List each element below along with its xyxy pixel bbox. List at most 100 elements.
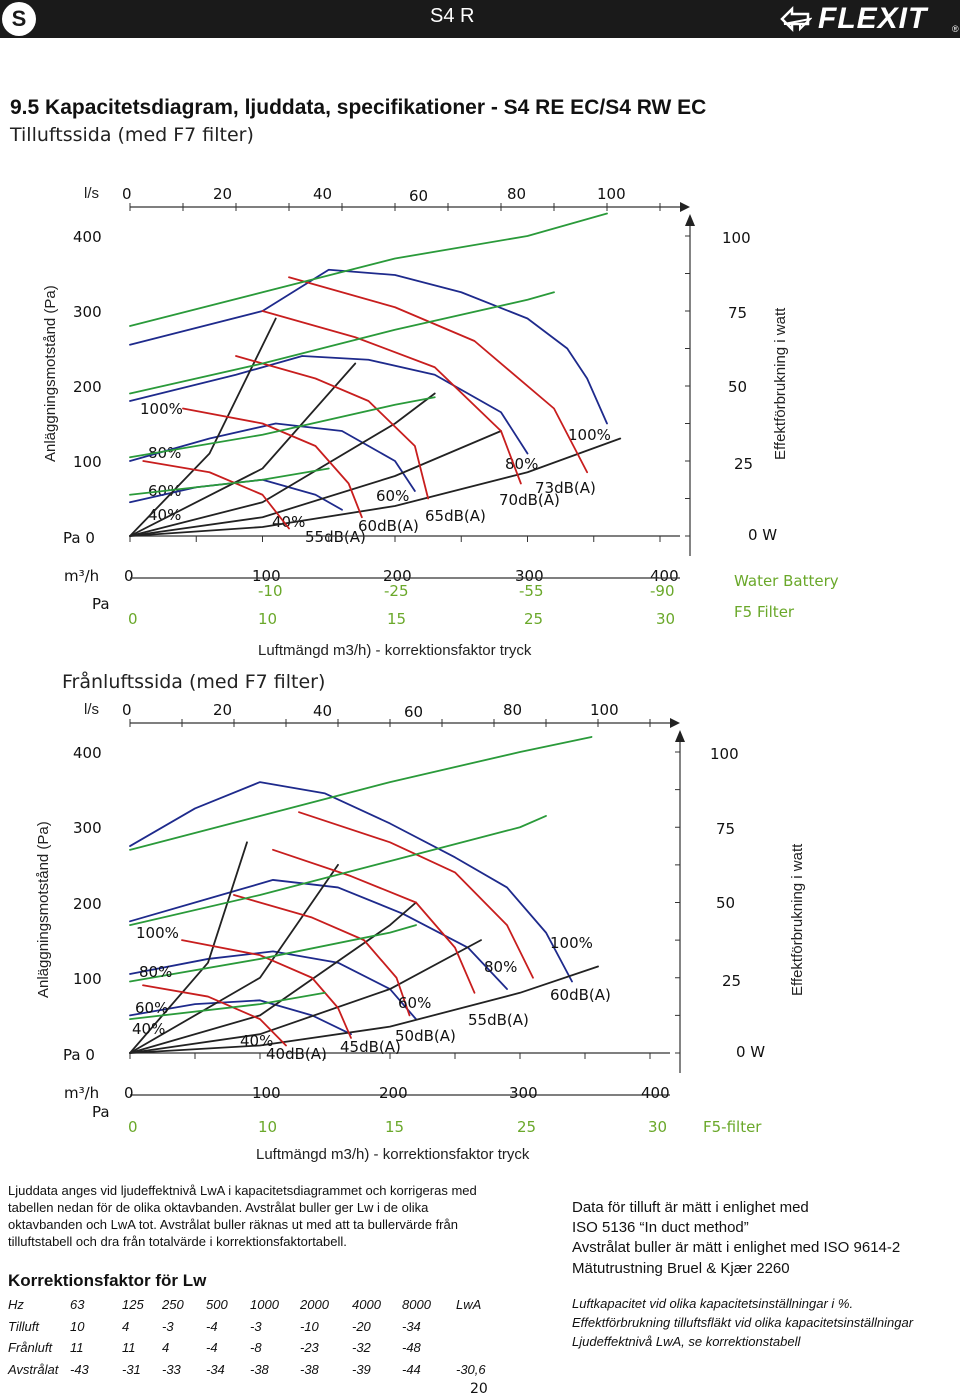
supply-pa-label: Pa [92, 595, 110, 613]
correction-cell: Hz [8, 1297, 24, 1313]
extract-pa-tick: 400 [73, 744, 102, 762]
series-line [129, 815, 547, 926]
supply-w-tick: 75 [728, 304, 748, 322]
correction-cell: 1000 [250, 1297, 279, 1313]
supply-legend-water: Water Battery [734, 572, 839, 590]
correction-cell: -4 [206, 1340, 218, 1356]
supply-f5-tick: 30 [656, 610, 676, 628]
header-bar: S S4 R FLEXIT ® [0, 0, 960, 38]
correction-cell: 4000 [352, 1297, 381, 1313]
correction-cell: -31 [122, 1361, 141, 1377]
measurement-line: ISO 5136 “In duct method” [572, 1219, 749, 1236]
correction-cell: -10 [300, 1318, 319, 1334]
supply-w-axis-label: Effektförbrukning i watt [772, 307, 789, 460]
series-line [129, 736, 593, 851]
extract-fan-label: 60% [398, 994, 432, 1012]
supply-pa-tick: Pa 0 [63, 529, 95, 547]
series-line [182, 407, 363, 519]
supply-ls-label: l/s [84, 185, 99, 202]
correction-cell [456, 1337, 514, 1359]
sound-data-text: Ljuddata anges vid ljudeffektnivå LwA i … [8, 1183, 477, 1249]
extract-ls-tick: 0 [122, 701, 132, 719]
correction-cell: -8 [250, 1340, 262, 1356]
extract-w-axis-label: Effektförbrukning i watt [789, 843, 806, 996]
extract-db-label: 45dB(A) [340, 1038, 401, 1056]
supply-db-label: 55dB(A) [305, 528, 366, 546]
correction-cell: LwA [456, 1297, 482, 1313]
supply-ls-tick: 80 [507, 185, 527, 203]
supply-fan-label: 60% [148, 482, 182, 500]
supply-db-label: 70dB(A) [499, 491, 560, 509]
correction-row: Hz 63 125 250 500 1000 2000 4000 8000 LwA [8, 1294, 514, 1316]
supply-w-tick: 25 [734, 455, 754, 473]
page-title: 9.5 Kapacitetsdiagram, ljuddata, specifi… [10, 96, 707, 119]
page-number: 20 [470, 1381, 488, 1397]
correction-cell: -23 [300, 1340, 319, 1356]
supply-w-tick: 50 [728, 378, 748, 396]
correction-cell: 8000 [402, 1297, 431, 1313]
supply-w-tick: 100 [722, 229, 751, 247]
correction-cell: Avstrålat [8, 1361, 59, 1377]
extract-ls-tick: 20 [213, 701, 233, 719]
extract-ls-tick: 80 [503, 701, 523, 719]
extract-w-tick: 25 [722, 972, 742, 990]
series-line [129, 212, 608, 327]
extract-f5-tick: 15 [385, 1118, 405, 1136]
supply-ls-tick: 100 [597, 185, 626, 203]
correction-cell: 11 [122, 1340, 136, 1356]
supply-fan-label: 40% [272, 513, 306, 531]
note-line: Ljudeffektnivå LwA, se korrektionstabell [572, 1334, 801, 1349]
brand-logo: FLEXIT ® [780, 2, 960, 36]
correction-cell: -32 [352, 1340, 371, 1356]
supply-water-corr: -55 [519, 582, 544, 600]
extract-ls-tick: 40 [313, 702, 333, 720]
supply-db-label: 60dB(A) [358, 517, 419, 535]
extract-ls-label: l/s [84, 701, 99, 718]
extract-db-label: 40dB(A) [266, 1045, 327, 1063]
correction-cell: -38 [250, 1361, 269, 1377]
correction-table: Hz 63 125 250 500 1000 2000 4000 8000 LwA Tilluft 1… [8, 1294, 514, 1380]
series-line [129, 781, 573, 983]
extract-subtitle: Frånluftssida (med F7 filter) [62, 671, 326, 693]
extract-m3h-tick: 400 [641, 1084, 670, 1102]
correction-cell: 4 [162, 1340, 170, 1356]
correction-cell: 250 [162, 1297, 184, 1313]
series-line [288, 276, 589, 474]
supply-pa-tick: 100 [73, 453, 102, 471]
extract-m3h-tick: 200 [379, 1084, 408, 1102]
correction-cell: -43 [70, 1361, 89, 1377]
correction-cell: -3 [250, 1318, 262, 1334]
extract-fan-label: 60% [135, 999, 169, 1017]
supply-pa-tick: 200 [73, 378, 102, 396]
correction-cell: Tilluft [8, 1318, 39, 1334]
extract-f5-tick: 30 [648, 1118, 668, 1136]
registered-mark: ® [952, 24, 959, 34]
supply-y-axis-label: Anläggningsmotstånd (Pa) [42, 285, 59, 462]
measurement-line: Data för tilluft är mätt i enlighet med [572, 1199, 809, 1216]
correction-cell: 125 [122, 1297, 144, 1313]
extract-pa-label: Pa [92, 1103, 110, 1121]
extract-fan-label: 80% [139, 963, 173, 981]
series-line [129, 950, 417, 1021]
supply-w-tick: 0 W [748, 526, 778, 544]
series-line [233, 894, 411, 1017]
series-line [235, 355, 430, 500]
series-line [181, 939, 352, 1039]
supply-fan-label: 100% [568, 426, 611, 444]
supply-m3h-tick: 200 [383, 567, 412, 585]
correction-cell: Frånluft [8, 1340, 53, 1356]
supply-m3h-tick: 300 [515, 567, 544, 585]
correction-title: Korrektionsfaktor för Lw [8, 1271, 207, 1290]
correction-cell: -33 [162, 1361, 181, 1377]
extract-m3h-tick: 0 [124, 1084, 134, 1102]
axis-arrow-icon [675, 730, 685, 742]
extract-m3h-label: m³/h [64, 1084, 100, 1102]
extract-ls-tick: 60 [404, 703, 424, 721]
supply-legend-f5: F5 Filter [734, 603, 795, 621]
supply-water-corr: -10 [258, 582, 283, 600]
supply-ls-tick: 20 [213, 185, 233, 203]
extract-w-tick: 0 W [736, 1043, 766, 1061]
correction-cell: 2000 [300, 1297, 329, 1313]
series-line [129, 355, 529, 455]
supply-pa-tick: 400 [73, 228, 102, 246]
